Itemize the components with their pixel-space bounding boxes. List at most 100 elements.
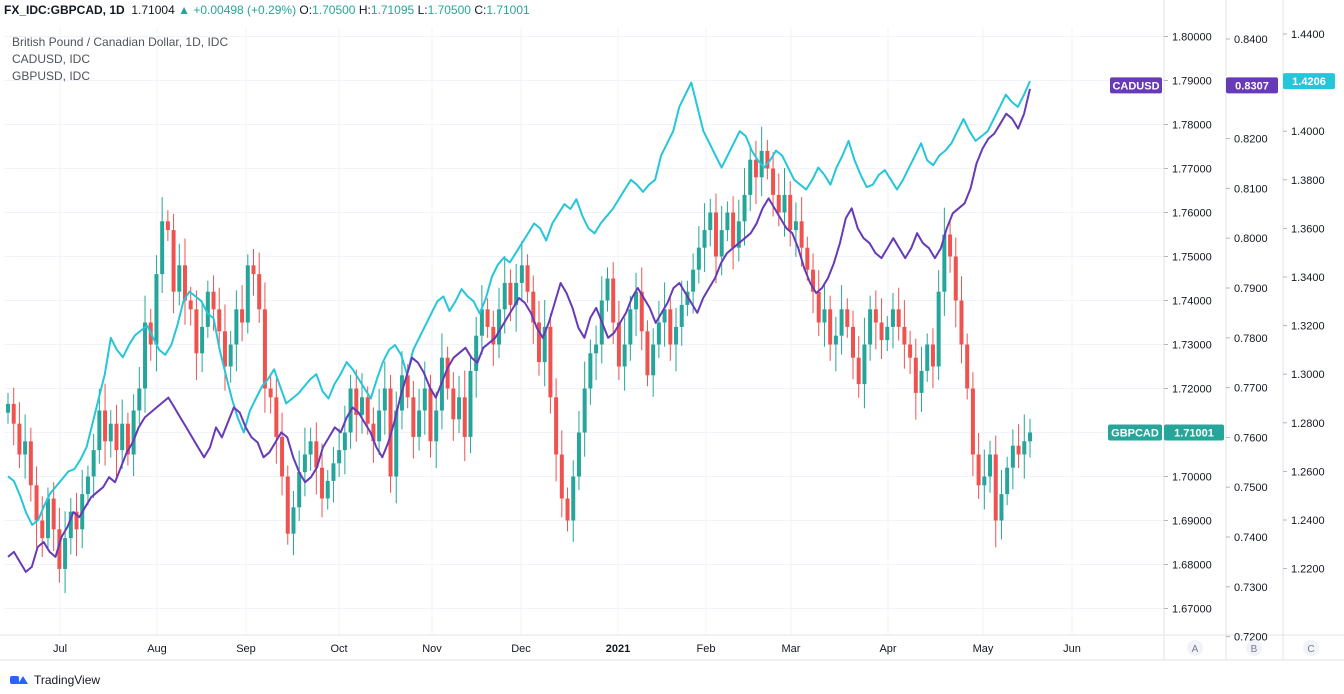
candle-body xyxy=(97,410,102,451)
candle-body xyxy=(57,529,62,569)
candle-body xyxy=(862,344,867,385)
candle-body xyxy=(457,397,462,420)
candle-body xyxy=(896,309,901,327)
candle-body xyxy=(988,454,993,477)
candle-body xyxy=(576,432,581,477)
candle-body xyxy=(125,423,130,455)
candle-body xyxy=(919,370,924,393)
candle-body xyxy=(502,282,507,310)
candle-body xyxy=(491,326,496,345)
candle-body xyxy=(519,265,524,283)
axis-b-tick-label: 0.7600 xyxy=(1234,432,1268,444)
candle-body xyxy=(359,397,364,415)
candle-body xyxy=(451,388,456,420)
axis-b-tick-label: 0.7700 xyxy=(1234,383,1268,395)
candle-body xyxy=(822,309,827,323)
candle-body xyxy=(445,357,450,389)
candle-body xyxy=(719,230,724,257)
candle-body xyxy=(291,507,296,534)
candle-body xyxy=(936,291,941,367)
candle-body xyxy=(68,511,73,539)
axis-b-tick-label: 0.7300 xyxy=(1234,582,1268,594)
candle-body xyxy=(165,221,170,231)
candle-body xyxy=(565,498,570,521)
axis-a-tick-label: 1.75000 xyxy=(1172,252,1212,264)
candle-body xyxy=(268,388,273,398)
axis-a-tick-label: 1.68000 xyxy=(1172,560,1212,572)
axis-c-tick-label: 1.2600 xyxy=(1291,466,1325,478)
candle-body xyxy=(85,476,90,495)
candle-body xyxy=(542,326,547,363)
axis-c-tick-label: 1.2200 xyxy=(1291,564,1325,576)
legend-main[interactable]: British Pound / Canadian Dollar, 1D, IDC xyxy=(12,35,229,49)
candle-body xyxy=(582,388,587,433)
candle-body xyxy=(885,326,890,341)
candle-body xyxy=(656,322,661,345)
candle-body xyxy=(302,454,307,473)
candle-body xyxy=(474,335,479,371)
axis-a-tick-label: 1.69000 xyxy=(1172,516,1212,528)
candle-body xyxy=(908,344,913,358)
candle-body xyxy=(194,309,199,354)
candle-body xyxy=(182,265,187,301)
legend-cadusd[interactable]: CADUSD, IDC xyxy=(12,52,91,66)
candle-body xyxy=(91,450,96,477)
brand-text: TradingView xyxy=(34,673,101,687)
axis-b-tick-label: 0.7200 xyxy=(1234,632,1268,644)
candle-body xyxy=(913,357,918,393)
candle-body xyxy=(205,291,210,327)
candle-body xyxy=(405,375,410,398)
candle-body xyxy=(639,291,644,332)
candle-body xyxy=(234,309,239,345)
candle-body xyxy=(137,388,142,411)
tradingview-brand[interactable]: TradingView xyxy=(10,673,100,687)
gbpcad-price-badge-bg xyxy=(1164,424,1224,441)
candle-body xyxy=(736,221,741,248)
candle-body xyxy=(514,282,519,305)
axis-c-tick-label: 1.2400 xyxy=(1291,515,1325,527)
cadusd-price-badge: 0.8307 xyxy=(1235,80,1269,92)
candle-body xyxy=(143,322,148,389)
x-tick-label: Jun xyxy=(1063,643,1081,655)
candle-body xyxy=(999,494,1004,521)
candle-body xyxy=(742,194,747,222)
candle-body xyxy=(188,300,193,310)
candle-body xyxy=(725,212,730,231)
candle-body xyxy=(377,410,382,442)
close-value: 1.71001 xyxy=(486,3,530,17)
legend-gbpusd[interactable]: GBPUSD, IDC xyxy=(12,69,91,83)
candle-body xyxy=(217,309,222,332)
candle-body xyxy=(622,344,627,367)
candle-body xyxy=(970,388,975,455)
low-value: 1.70500 xyxy=(427,3,471,17)
candle-body xyxy=(1022,441,1027,455)
candle-body xyxy=(651,344,656,376)
candle-body xyxy=(873,309,878,323)
scale-button xyxy=(1246,640,1262,656)
candle-body xyxy=(548,326,553,398)
x-tick-label: May xyxy=(973,643,994,655)
candle-body xyxy=(662,309,667,323)
candle-body xyxy=(845,309,850,327)
axis-b-tick-label: 0.8400 xyxy=(1234,34,1268,46)
candle-body xyxy=(228,344,233,367)
candle-body xyxy=(314,441,319,468)
candle-body xyxy=(200,326,205,354)
candle-body xyxy=(342,432,347,451)
candle-body xyxy=(948,234,953,257)
candle-body xyxy=(45,498,50,539)
candle-body xyxy=(23,441,28,455)
candle-body xyxy=(1028,432,1032,442)
candle-body xyxy=(211,291,216,310)
candle-body xyxy=(976,454,981,486)
gbpcad-price-badge: 1.71001 xyxy=(1174,427,1214,439)
candle-body xyxy=(17,423,22,455)
axis-b-tick-label: 0.7800 xyxy=(1234,333,1268,345)
candle-body xyxy=(628,309,633,345)
candle-body xyxy=(63,538,68,569)
candle-body xyxy=(713,212,718,257)
axis-a-tick-label: 1.80000 xyxy=(1172,32,1212,44)
candle-body xyxy=(103,410,108,442)
axis-c-tick-label: 1.3600 xyxy=(1291,223,1325,235)
